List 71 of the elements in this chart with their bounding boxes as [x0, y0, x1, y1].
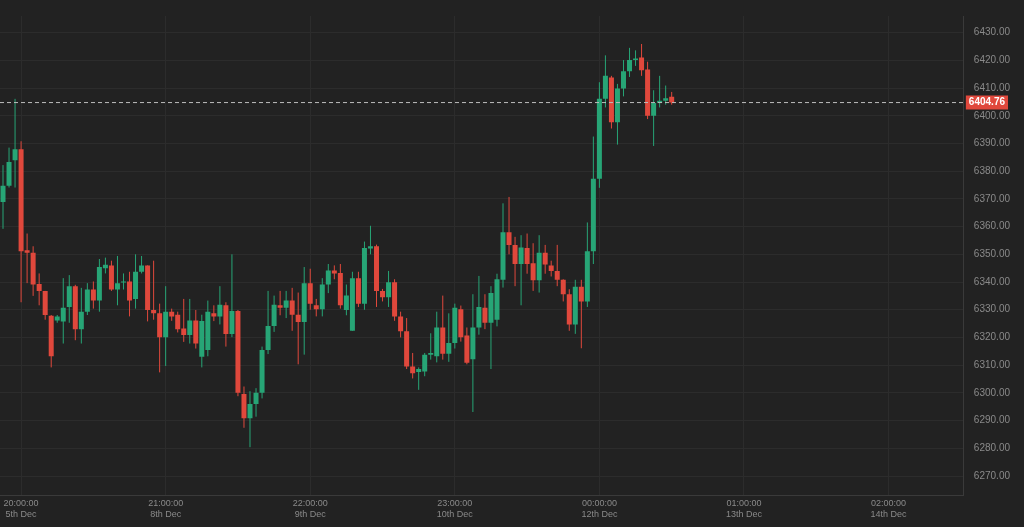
x-tick-label: 22:00:00 9th Dec: [292, 498, 328, 520]
candlestick: [627, 47, 633, 78]
y-tick-label: 6410.00: [973, 81, 1011, 93]
candlestick: [217, 285, 223, 325]
candlestick: [578, 279, 584, 349]
candlestick: [506, 196, 512, 255]
candlestick: [127, 271, 133, 317]
candlestick: [271, 295, 277, 333]
candlestick: [253, 387, 259, 418]
candlestick: [663, 85, 669, 106]
candlestick: [410, 352, 416, 379]
candlestick: [620, 59, 626, 97]
candlestick: [193, 309, 199, 350]
y-tick-label: 6330.00: [973, 303, 1011, 315]
candlestick: [84, 282, 90, 316]
y-tick-label: 6370.00: [973, 192, 1011, 204]
candlestick: [283, 290, 289, 319]
candlestick: [512, 236, 518, 287]
candlestick: [120, 272, 126, 291]
y-tick-label: 6350.00: [973, 248, 1011, 260]
x-tick-label: 01:00:00 13th Dec: [725, 498, 763, 520]
candlestick: [518, 234, 524, 306]
candlestick: [542, 244, 548, 275]
candlestick: [446, 312, 452, 363]
candlestick: [554, 244, 560, 287]
candlestick: [6, 147, 12, 189]
candlestick: [211, 304, 217, 322]
candlestick: [181, 298, 187, 343]
y-tick-label: 6310.00: [973, 358, 1011, 370]
candlestick: [651, 89, 657, 147]
y-tick-label: 6380.00: [973, 164, 1011, 176]
y-tick-label: 6430.00: [973, 26, 1011, 38]
candlestick: [90, 280, 96, 310]
y-tick-label: 6290.00: [973, 414, 1011, 426]
y-tick-label: 6320.00: [973, 331, 1011, 343]
candlestick: [367, 225, 373, 255]
candlestick: [560, 278, 566, 302]
candlestick: [114, 255, 120, 306]
candlestick: [386, 270, 392, 308]
y-tick-label: 6420.00: [973, 54, 1011, 66]
candlestick: [295, 292, 301, 365]
candlestick: [398, 311, 404, 338]
candlestick: [66, 274, 72, 324]
candlestick: [78, 287, 84, 345]
y-tick-label: 6400.00: [973, 109, 1011, 121]
candlestick: [289, 287, 295, 332]
candlestick: [0, 164, 6, 230]
y-tick-label: 6300.00: [973, 386, 1011, 398]
candlestick: [325, 263, 331, 294]
x-tick-label: 02:00:00 14th Dec: [870, 498, 908, 520]
candlestick: [12, 98, 18, 189]
candlestick: [482, 293, 488, 330]
candlestick: [277, 290, 283, 316]
x-tick-label: 00:00:00 12th Dec: [581, 498, 618, 520]
y-tick-label: 6280.00: [973, 442, 1011, 454]
x-tick-label: 21:00:00 8th Dec: [148, 498, 184, 520]
ref-line-label: 6404.76: [968, 96, 1006, 108]
candlestick: [247, 390, 253, 448]
y-tick-label: 6270.00: [973, 469, 1011, 481]
candlestick: [157, 303, 163, 373]
y-tick-label: 6360.00: [973, 220, 1011, 232]
candlestick: [476, 275, 482, 336]
candlestick: [307, 268, 313, 311]
x-tick-label: 23:00:00 10th Dec: [436, 498, 474, 520]
x-tick-label: 20:00:00 5th Dec: [3, 498, 39, 520]
y-tick-label: 6390.00: [973, 137, 1011, 149]
y-tick-label: 6340.00: [973, 275, 1011, 287]
candlestick: [602, 54, 608, 108]
candlestick: [229, 253, 235, 338]
candlestick: [265, 290, 271, 355]
candlestick: [187, 298, 193, 345]
